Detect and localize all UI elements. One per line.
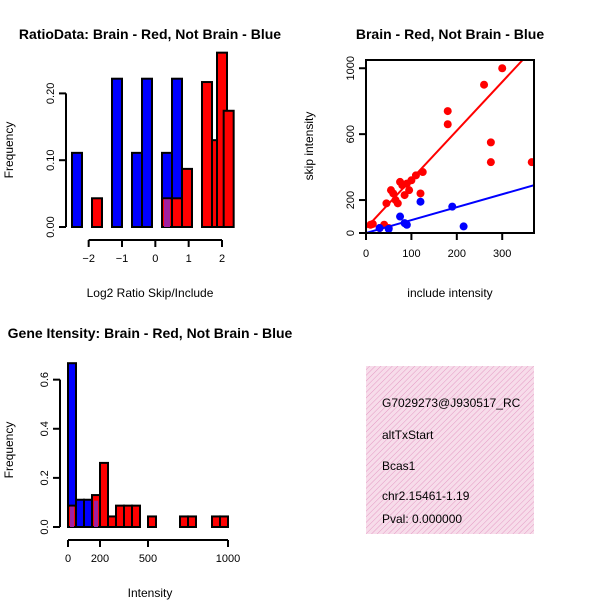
scatter-x-tick-label-3: 300 <box>493 248 511 260</box>
ratio-hist-ylabel: Frequency <box>2 122 16 179</box>
intensity-x-tick-label-2: 500 <box>139 553 157 565</box>
ratio-x-tick-label-1: −1 <box>116 253 129 265</box>
intensity-bar-brain-7 <box>147 515 157 528</box>
scatter-point-brain-18 <box>443 120 452 129</box>
intensity-bar-not-brain-1 <box>75 498 85 529</box>
intensity-bar-brain-4 <box>115 504 125 528</box>
scatter-fit-line-not-brain <box>366 184 534 233</box>
scatter-frame <box>365 59 535 234</box>
intensity-x-tick-label-3: 1000 <box>216 553 240 565</box>
ratio-bar-not-brain-0 <box>71 151 83 229</box>
intensity-bar-brain-5 <box>123 504 133 528</box>
info-panel: G7029273@J930517_RC altTxStart Bcas1 chr… <box>366 366 534 534</box>
info-event-type: altTxStart <box>382 428 434 442</box>
info-hatch <box>366 366 534 534</box>
scatter-y-tick-label-2: 600 <box>345 125 357 143</box>
intensity-y-tick-label-1: 0.2 <box>39 470 51 485</box>
ratio-y-tick-label-2: 0.20 <box>45 83 57 104</box>
ratio-bar-brain-4 <box>201 81 213 228</box>
ratio-x-tick-label-3: 1 <box>186 253 192 265</box>
scatter-y-tick-label-3: 1000 <box>345 56 357 80</box>
scatter-point-brain-12 <box>405 186 414 195</box>
scatter-point-brain-15 <box>416 189 425 198</box>
intensity-y-tick-label-0: 0.0 <box>39 519 51 534</box>
ratio-bar-not-brain-3 <box>141 77 153 229</box>
scatter-point-brain-21 <box>486 158 495 167</box>
skip-scatter-panel: Brain - Red, Not Brain - Blue 0 100 200 300… <box>302 26 544 300</box>
scatter-point-brain-7 <box>393 199 402 208</box>
ratio-histogram-panel: RatioData: Brain - Red, Not Brain - Blue… <box>2 26 281 300</box>
scatter-point-brain-17 <box>443 107 452 116</box>
ratio-bar-not-brain-1 <box>111 77 123 229</box>
scatter-point-brain-20 <box>486 138 495 147</box>
ratio-bar-brain-0 <box>91 197 103 228</box>
scatter-point-not-brain-2 <box>396 212 405 221</box>
info-location: chr2.15461-1.19 <box>382 489 470 503</box>
intensity-hist-title: Gene Itensity: Brain - Red, Not Brain - … <box>8 325 293 341</box>
intensity-bar-not-brain-2 <box>83 498 93 529</box>
intensity-x-tick-label-1: 200 <box>91 553 109 565</box>
scatter-title: Brain - Red, Not Brain - Blue <box>356 26 544 42</box>
ratio-hist-title: RatioData: Brain - Red, Not Brain - Blue <box>19 26 281 42</box>
scatter-x-tick-label-2: 200 <box>448 248 466 260</box>
intensity-bar-brain-11 <box>219 515 229 528</box>
scatter-y-tick-label-0: 0 <box>345 230 357 236</box>
ratio-y-tick-label-0: 0.00 <box>45 216 57 237</box>
ratio-x-tick-label-2: 0 <box>152 253 158 265</box>
scatter-point-brain-23 <box>527 158 534 167</box>
intensity-hist-xlabel: Intensity <box>128 586 173 600</box>
ratio-hist-xlabel: Log2 Ratio Skip/Include <box>87 286 214 300</box>
scatter-point-brain-22 <box>498 64 507 73</box>
scatter-point-not-brain-7 <box>459 222 468 231</box>
intensity-histogram-panel: Gene Itensity: Brain - Red, Not Brain - … <box>2 325 293 600</box>
info-event-id: G7029273@J930517_RC <box>382 396 521 410</box>
scatter-xlabel: include intensity <box>407 286 492 300</box>
ratio-bar-brain-7 <box>222 109 235 228</box>
intensity-bar-brain-9 <box>187 515 197 528</box>
scatter-x-tick-label-1: 100 <box>402 248 420 260</box>
intensity-bar-brain-10 <box>211 515 221 528</box>
ratio-bar-not-brain-2 <box>131 151 143 229</box>
scatter-y-tick-label-1: 200 <box>345 191 357 209</box>
scatter-point-brain-19 <box>480 80 489 89</box>
intensity-bar-not-brain-0 <box>67 362 77 529</box>
intensity-bar-overlap-0 <box>70 506 74 527</box>
scatter-ylabel: skip intensity <box>302 112 316 181</box>
ratio-x-tick-label-0: −2 <box>82 253 95 265</box>
scatter-fit-line-brain <box>366 60 524 229</box>
info-pval: Pval: 0.000000 <box>382 512 462 526</box>
intensity-x-tick-label-0: 0 <box>65 553 71 565</box>
intensity-hist-ylabel: Frequency <box>2 422 16 479</box>
intensity-bar-brain-2 <box>99 461 109 528</box>
scatter-x-tick-label-0: 0 <box>363 248 369 260</box>
ratio-bar-brain-3 <box>181 167 193 229</box>
intensity-y-tick-label-3: 0.6 <box>39 372 51 387</box>
scatter-point-not-brain-5 <box>416 197 425 206</box>
intensity-y-tick-label-2: 0.4 <box>39 421 51 436</box>
ratio-y-tick-label-1: 0.10 <box>45 149 57 170</box>
intensity-bar-brain-6 <box>131 504 141 528</box>
ratio-x-tick-label-4: 2 <box>219 253 225 265</box>
intensity-bar-overlap-1 <box>94 500 98 527</box>
intensity-bar-brain-8 <box>179 515 189 528</box>
ratio-bar-brain-2 <box>171 197 183 228</box>
ratio-bar-overlap-0 <box>164 199 170 227</box>
info-gene-name: Bcas1 <box>382 459 416 473</box>
intensity-bar-brain-3 <box>107 515 117 528</box>
